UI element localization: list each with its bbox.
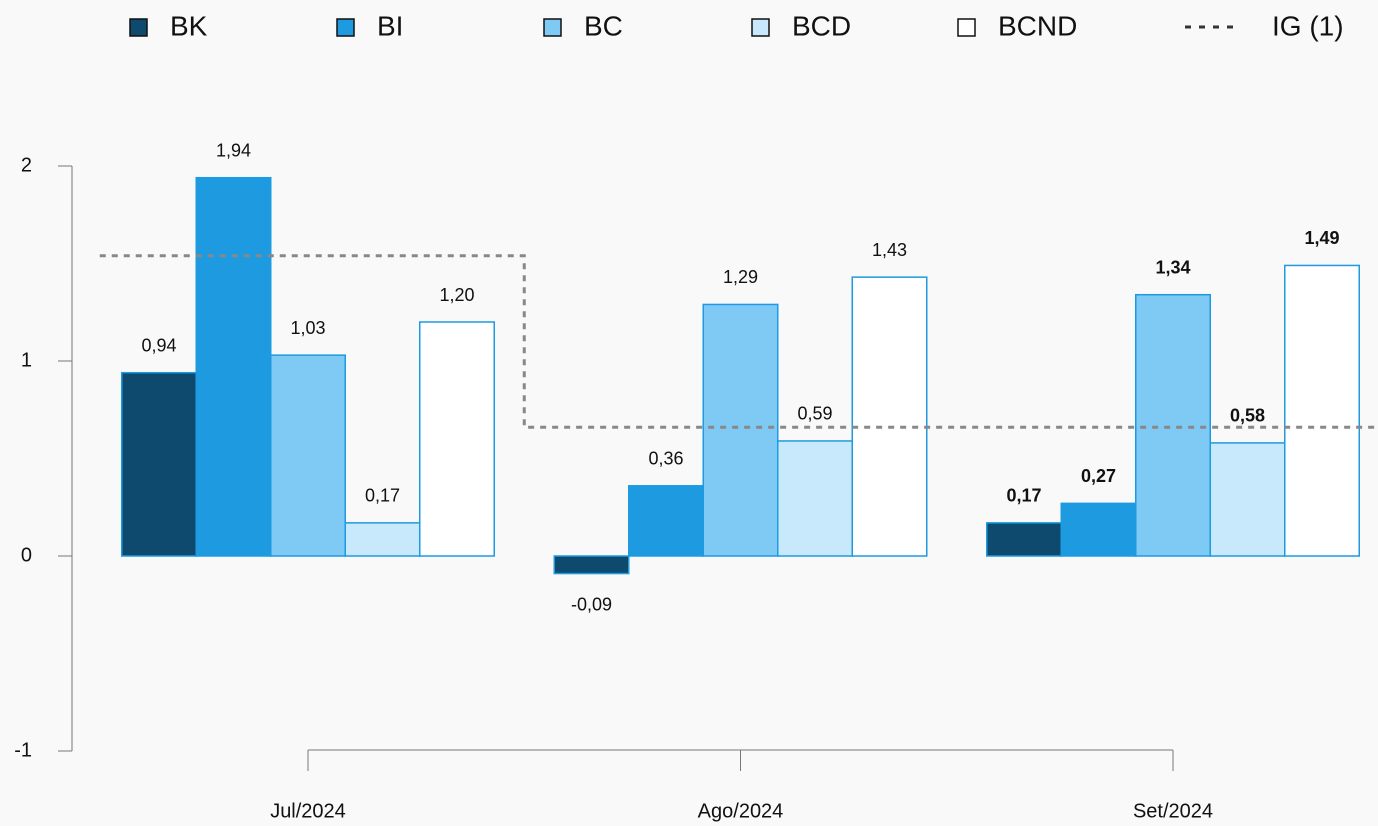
y-tick-label: 2 bbox=[21, 154, 32, 176]
bar bbox=[121, 371, 197, 557]
value-label: 1,29 bbox=[723, 267, 758, 287]
y-tick-label: 1 bbox=[21, 349, 32, 371]
bar bbox=[419, 321, 495, 557]
bar bbox=[1135, 293, 1211, 557]
legend-label: BK bbox=[170, 10, 208, 41]
legend-swatch bbox=[129, 18, 148, 37]
bar bbox=[702, 303, 779, 557]
y-tick-label: 0 bbox=[21, 544, 32, 566]
legend-label: BCD bbox=[792, 10, 851, 41]
ig-line bbox=[99, 254, 1378, 429]
bar bbox=[1060, 502, 1137, 557]
bar bbox=[1284, 264, 1360, 557]
value-label: 1,43 bbox=[872, 240, 907, 260]
y-tick-label: -1 bbox=[14, 739, 32, 761]
value-label: 1,20 bbox=[439, 285, 474, 305]
legend-swatch bbox=[336, 18, 355, 37]
bar bbox=[777, 440, 853, 557]
value-label: 0,94 bbox=[141, 335, 176, 355]
value-label: 1,94 bbox=[216, 140, 251, 160]
value-label: -0,09 bbox=[571, 594, 612, 614]
legend-swatch bbox=[957, 18, 976, 37]
x-tick-label: Ago/2024 bbox=[698, 800, 784, 822]
value-label: 0,27 bbox=[1081, 466, 1116, 486]
legend-label: BI bbox=[377, 10, 403, 41]
bar bbox=[195, 176, 272, 557]
value-label: 0,17 bbox=[1006, 486, 1041, 506]
value-label: 0,59 bbox=[797, 404, 832, 424]
bar bbox=[851, 276, 928, 557]
value-label: 0,36 bbox=[648, 449, 683, 469]
legend-label: BC bbox=[584, 10, 623, 41]
bar bbox=[270, 354, 346, 557]
x-tick-label: Set/2024 bbox=[1133, 800, 1213, 822]
legend-label: IG (1) bbox=[1272, 10, 1344, 41]
legend-swatch bbox=[751, 18, 770, 37]
bar bbox=[553, 555, 630, 575]
legend-label: BCND bbox=[998, 10, 1077, 41]
value-label: 0,17 bbox=[365, 486, 400, 506]
x-tick-label: Jul/2024 bbox=[270, 800, 346, 822]
bar bbox=[1209, 442, 1286, 557]
value-label: 1,34 bbox=[1155, 257, 1190, 277]
value-label: 1,03 bbox=[290, 318, 325, 338]
bar bbox=[628, 485, 704, 557]
value-label: 0,58 bbox=[1230, 406, 1265, 426]
bar bbox=[344, 522, 421, 557]
bar bbox=[986, 522, 1062, 557]
value-label: 1,49 bbox=[1304, 228, 1339, 248]
legend-swatch bbox=[543, 18, 562, 37]
